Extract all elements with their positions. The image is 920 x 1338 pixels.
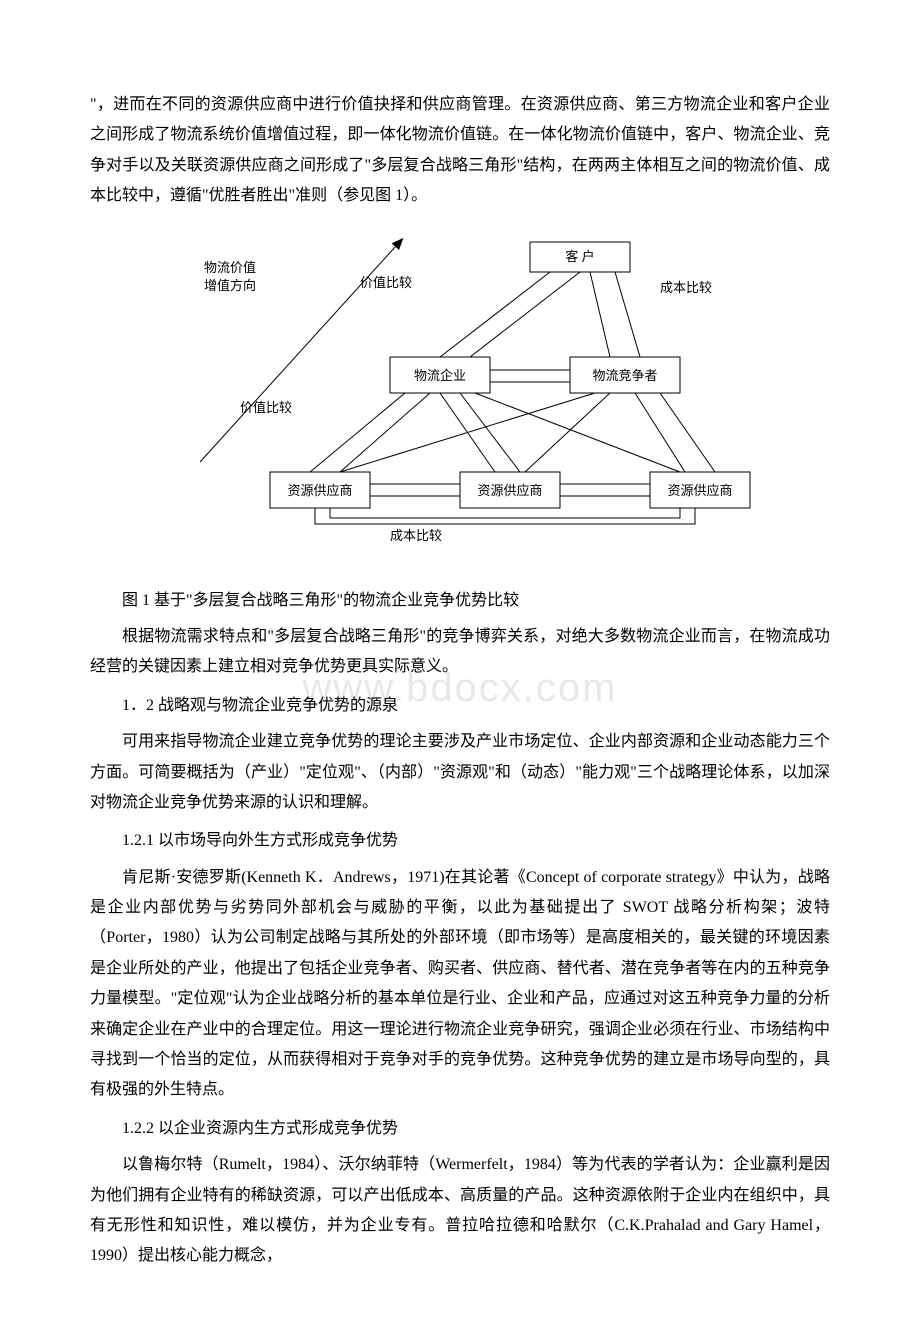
- label-value-dir-1: 物流价值: [204, 260, 256, 275]
- node-supplier-b-label: 资源供应商: [477, 483, 542, 498]
- node-logistics: 物流企业: [390, 357, 490, 393]
- figure-1-diagram: 物流价值 增值方向 价值比较 成本比较 价值比较 成本比较: [140, 222, 780, 562]
- edge-supA-supC-bottom-1: [315, 508, 695, 524]
- page-content: "，进而在不同的资源供应商中进行价值抉择和供应商管理。在资源供应商、第三方物流企…: [90, 90, 830, 1272]
- edge-comp-supB: [525, 393, 610, 472]
- edge-comp-supC-2: [660, 393, 715, 472]
- label-value-dir-2: 增值方向: [204, 278, 256, 293]
- node-supplier-a-label: 资源供应商: [287, 483, 352, 498]
- edge-log-supC: [475, 393, 680, 472]
- heading-1-2: 1．2 战略观与物流企业竞争优势的源泉: [90, 691, 830, 721]
- diagram-svg: 物流价值 增值方向 价值比较 成本比较 价值比较 成本比较: [140, 222, 780, 562]
- label-cost-compare-top: 成本比较: [660, 280, 712, 295]
- edge-cust-comp-1: [590, 272, 610, 357]
- node-logistics-label: 物流企业: [414, 368, 466, 383]
- edge-cust-log-1: [440, 272, 550, 357]
- label-value-compare-top: 价值比较: [360, 275, 412, 290]
- node-supplier-c: 资源供应商: [650, 472, 750, 508]
- node-customer-label: 客 户: [565, 249, 594, 264]
- edge-log-supA-2: [340, 393, 430, 472]
- heading-1-2-2: 1.2.2 以企业资源内生方式形成竞争优势: [90, 1114, 830, 1144]
- node-supplier-a: 资源供应商: [270, 472, 370, 508]
- label-cost-compare-bottom: 成本比较: [390, 528, 442, 543]
- paragraph-5: 以鲁梅尔特（Rumelt，1984）、沃尔纳菲特（Wermerfelt，1984…: [90, 1150, 830, 1272]
- edge-cust-log-2: [470, 272, 580, 357]
- node-competitor: 物流竞争者: [570, 357, 680, 393]
- node-supplier-c-label: 资源供应商: [667, 483, 732, 498]
- node-competitor-label: 物流竞争者: [592, 368, 657, 383]
- heading-1-2-1: 1.2.1 以市场导向外生方式形成竞争优势: [90, 826, 830, 856]
- edge-cust-comp-2: [615, 272, 640, 357]
- edge-comp-supA: [340, 393, 595, 472]
- node-supplier-b: 资源供应商: [460, 472, 560, 508]
- edge-supA-supC-bottom-2: [330, 508, 680, 518]
- paragraph-1: "，进而在不同的资源供应商中进行价值抉择和供应商管理。在资源供应商、第三方物流企…: [90, 90, 830, 212]
- edge-comp-supC-1: [635, 393, 685, 472]
- paragraph-2: 根据物流需求特点和"多层复合战略三角形"的竞争博弈关系，对绝大多数物流企业而言，…: [90, 622, 830, 683]
- label-value-compare-left: 价值比较: [240, 400, 292, 415]
- paragraph-4: 肯尼斯·安德罗斯(Kenneth K．Andrews，1971)在其论著《Con…: [90, 863, 830, 1106]
- paragraph-3: 可用来指导物流企业建立竞争优势的理论主要涉及产业市场定位、企业内部资源和企业动态…: [90, 727, 830, 818]
- node-customer: 客 户: [530, 242, 630, 272]
- figure-1-caption: 图 1 基于"多层复合战略三角形"的物流企业竞争优势比较: [90, 586, 830, 616]
- edge-log-supA-1: [310, 393, 405, 472]
